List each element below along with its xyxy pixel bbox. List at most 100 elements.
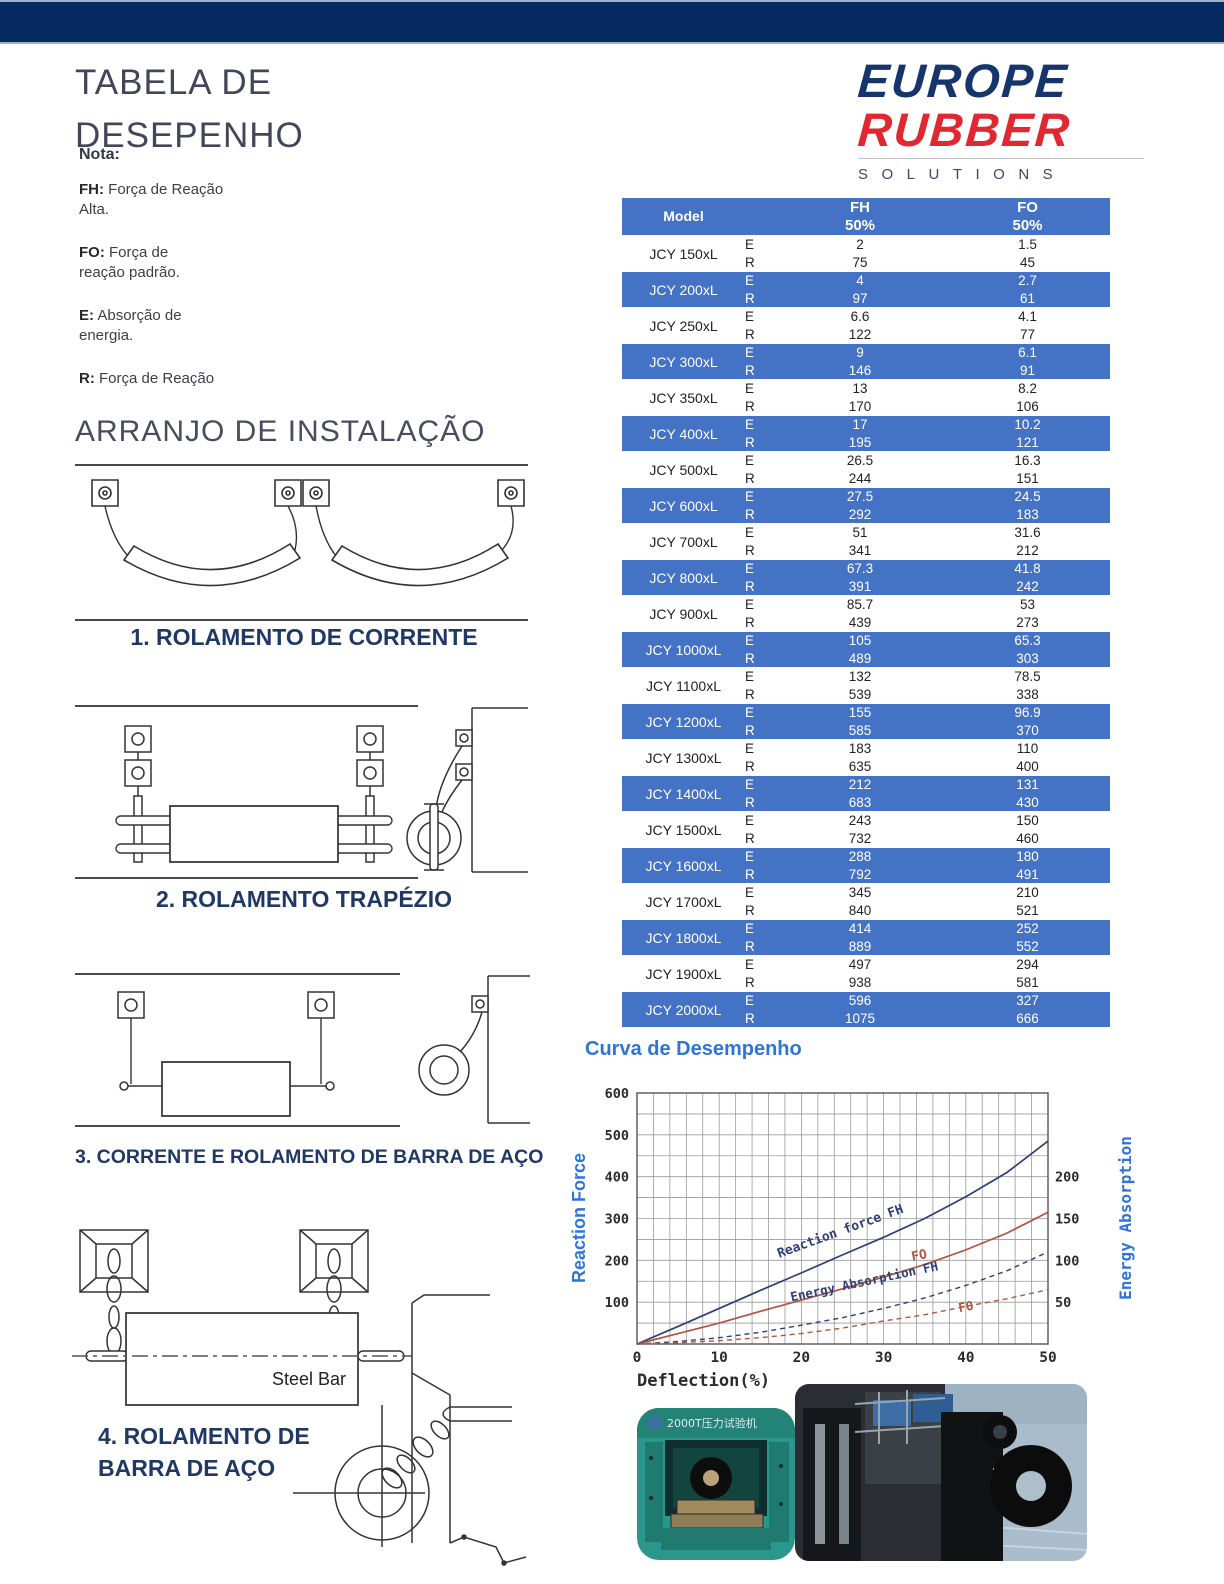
- fh-cell: 4 97: [852, 273, 868, 306]
- fo-cell: 65.3 303: [1014, 633, 1041, 666]
- fo-cell: 294 581: [1016, 957, 1039, 990]
- side-view: [293, 1295, 526, 1565]
- side-view: [419, 976, 530, 1123]
- logo-rubber: RUBBER: [856, 103, 1073, 156]
- fh-cell: 497 938: [848, 957, 872, 990]
- fh-cell: 9 146: [848, 345, 872, 378]
- curve-label: FO: [957, 1298, 974, 1315]
- chart-curves: [636, 1140, 1049, 1345]
- axis-tick: 300: [605, 1212, 629, 1228]
- axis-tick: 600: [605, 1086, 629, 1102]
- table-row: JCY 200xL E R 4 97 2.7 61: [622, 271, 1110, 307]
- curve-label: Reaction force FH: [775, 1202, 905, 1262]
- axis-tick: 10: [710, 1350, 727, 1366]
- fh-cell: 345 840: [848, 885, 872, 918]
- header-fo-pct: 50%: [1012, 216, 1043, 234]
- axis-tick: 100: [1055, 1253, 1079, 1269]
- installation-heading: ARRANJO DE INSTALAÇÃO: [75, 415, 486, 448]
- model-cell: JCY 1700xL: [645, 893, 722, 910]
- diagram-trapeze-mounting: [70, 700, 535, 886]
- model-cell: JCY 350xL: [649, 389, 718, 406]
- fo-cell: 41.8 242: [1014, 561, 1041, 594]
- fo-cell: 4.1 77: [1018, 309, 1037, 342]
- note-text: Força de Reação: [99, 370, 215, 387]
- fh-cell: 596 1075: [844, 993, 876, 1026]
- note-text: Força de Reação Alta.: [79, 181, 224, 218]
- fo-cell: 78.5 338: [1014, 669, 1041, 702]
- table-row: JCY 300xL E R 9 146 6.1 91: [622, 343, 1110, 379]
- fh-cell: 67.3 391: [846, 561, 874, 594]
- model-cell: JCY 1500xL: [645, 821, 722, 838]
- note-item: FO: Força de reação padrão.: [79, 243, 254, 283]
- note-item: E: Absorção de energia.: [79, 306, 254, 346]
- fo-cell: 2.7 61: [1018, 273, 1037, 306]
- note-term: R:: [79, 370, 95, 387]
- table-row: JCY 250xL E R 6.6 122 4.1 77: [622, 307, 1110, 343]
- diagram-chain-mounting: [70, 460, 535, 628]
- fh-cell: 132 539: [848, 669, 872, 702]
- model-cell: JCY 2000xL: [645, 1001, 722, 1018]
- performance-table: Model FH 50% FO 50% JCY 150xL E R 2 75 1.5 45 J…: [622, 198, 1110, 1027]
- chart-frame: [636, 1092, 1049, 1345]
- fender-body: [126, 1313, 358, 1405]
- model-cell: JCY 1800xL: [645, 929, 722, 946]
- chains: [131, 1018, 321, 1084]
- header-fo: FO 50%: [945, 199, 1110, 234]
- fh-cell: 414 889: [848, 921, 872, 954]
- model-cell: JCY 400xL: [649, 425, 718, 442]
- fh-cell: 155 585: [848, 705, 872, 738]
- note-term: E:: [79, 307, 94, 324]
- model-cell: JCY 200xL: [649, 281, 718, 298]
- fh-cell: 26.5 244: [846, 453, 874, 486]
- caption-3: 3. CORRENTE E ROLAMENTO DE BARRA DE AÇO: [75, 1146, 544, 1168]
- note-text: Absorção de energia.: [79, 307, 182, 344]
- anchor-brackets: [118, 992, 334, 1018]
- curve-reaction-force-fh: [636, 1140, 1049, 1345]
- model-cell: JCY 1100xL: [646, 677, 721, 694]
- fo-cell: 8.2 106: [1016, 381, 1039, 414]
- caption-1: 1. ROLAMENTO DE CORRENTE: [130, 624, 478, 650]
- table-row: JCY 150xL E R 2 75 1.5 45: [622, 235, 1110, 271]
- axis-tick: 500: [605, 1128, 629, 1144]
- model-cell: JCY 500xL: [649, 461, 718, 478]
- axis-tick: 200: [605, 1253, 629, 1269]
- table-row: JCY 1000xL E R 105 489 65.3 303: [622, 631, 1110, 667]
- fender-arcs: [124, 544, 508, 586]
- fh-cell: 85.7 439: [846, 597, 874, 630]
- fo-cell: 96.9 370: [1014, 705, 1041, 738]
- fo-cell: 327 666: [1016, 993, 1039, 1026]
- fo-cell: 24.5 183: [1014, 489, 1041, 522]
- diagram-steelbar-mounting: Steel Bar: [60, 1225, 530, 1580]
- fender-body: [162, 1062, 290, 1116]
- diagram-chain-steelbar-mounting: [70, 968, 535, 1138]
- fh-cell: 2 75: [852, 237, 868, 270]
- machine-label: 2000T压力试验机: [667, 1416, 757, 1430]
- fh-cell: 13 170: [848, 381, 872, 414]
- fh-cell: 105 489: [848, 633, 872, 666]
- curve-energy-absorption-fo: [636, 1288, 1049, 1345]
- fo-cell: 10.2 121: [1014, 417, 1041, 450]
- curve-reaction-force-fo: [636, 1211, 1049, 1345]
- model-cell: JCY 700xL: [649, 533, 718, 550]
- table-row: JCY 1700xL E R 345 840 210 521: [622, 883, 1110, 919]
- fh-cell: 243 732: [848, 813, 872, 846]
- curve-label: FO: [910, 1247, 929, 1265]
- fo-cell: 6.1 91: [1018, 345, 1037, 378]
- note-text: Força de reação padrão.: [79, 244, 180, 281]
- fh-cell: 27.5 292: [846, 489, 874, 522]
- table-row: JCY 350xL E R 13 170 8.2 106: [622, 379, 1110, 415]
